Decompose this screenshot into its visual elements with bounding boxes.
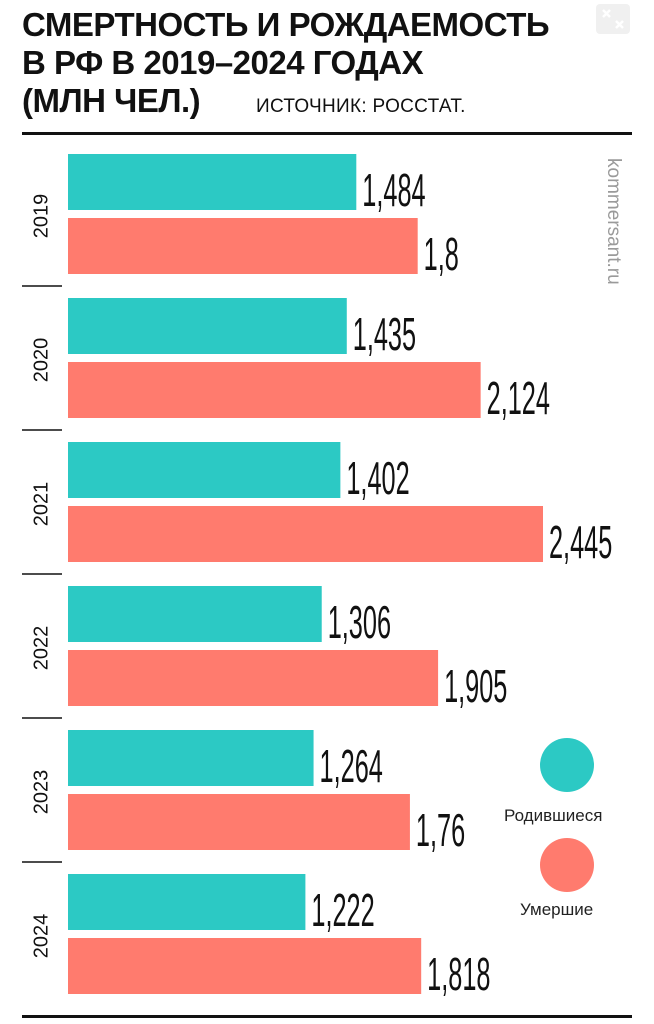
value-label-deaths-2022: 1,905 [444,660,507,712]
bar-deaths-2019 [68,218,418,274]
bar-deaths-2022 [68,650,439,706]
bar-births-2020 [68,298,347,354]
year-label-2024: 2024 [30,914,52,959]
title-line-2: В РФ В 2019–2024 ГОДАХ [22,44,424,81]
bar-deaths-2023 [68,794,410,850]
value-label-deaths-2021: 2,445 [549,516,612,568]
legend-label-births: Родившиеся [504,806,603,825]
year-label-2019: 2019 [30,194,52,239]
title-line-3: (МЛН ЧЕЛ.) [22,82,201,119]
bar-births-2024 [68,874,306,930]
watermark: kommersant.ru [603,158,624,285]
year-label-2022: 2022 [30,626,52,671]
legend-label-deaths: Умершие [520,900,594,919]
value-label-births-2024: 1,222 [311,884,374,936]
bar-births-2022 [68,586,322,642]
bar-deaths-2021 [68,506,543,562]
bar-births-2021 [68,442,341,498]
title-line-1: СМЕРТНОСТЬ И РОЖДАЕМОСТЬ [22,6,550,43]
top-divider [22,132,632,135]
legend-swatch-births [540,738,594,792]
bottom-divider [22,1015,632,1018]
value-label-deaths-2020: 2,124 [487,372,550,424]
value-label-births-2019: 1,484 [362,164,425,216]
source-note: ИСТОЧНИК: РОССТАТ. [256,96,466,117]
bar-deaths-2020 [68,362,481,418]
chart-title: СМЕРТНОСТЬ И РОЖДАЕМОСТЬ В РФ В 2019–202… [22,6,550,120]
bar-births-2023 [68,730,314,786]
value-label-births-2022: 1,306 [328,596,391,648]
year-label-2020: 2020 [30,338,52,383]
legend-swatch-deaths [540,838,594,892]
value-label-deaths-2019: 1,8 [424,228,459,280]
year-label-2023: 2023 [30,770,52,815]
watermark-text: kommersant.ru [603,158,624,285]
expand-icon[interactable] [596,4,630,34]
bar-births-2019 [68,154,357,210]
value-label-births-2020: 1,435 [353,308,416,360]
bar-deaths-2024 [68,938,422,994]
value-label-births-2021: 1,402 [346,452,409,504]
value-label-births-2023: 1,264 [320,740,383,792]
year-label-2021: 2021 [30,482,52,527]
value-label-deaths-2024: 1,818 [427,948,490,1000]
value-label-deaths-2023: 1,76 [416,804,465,856]
